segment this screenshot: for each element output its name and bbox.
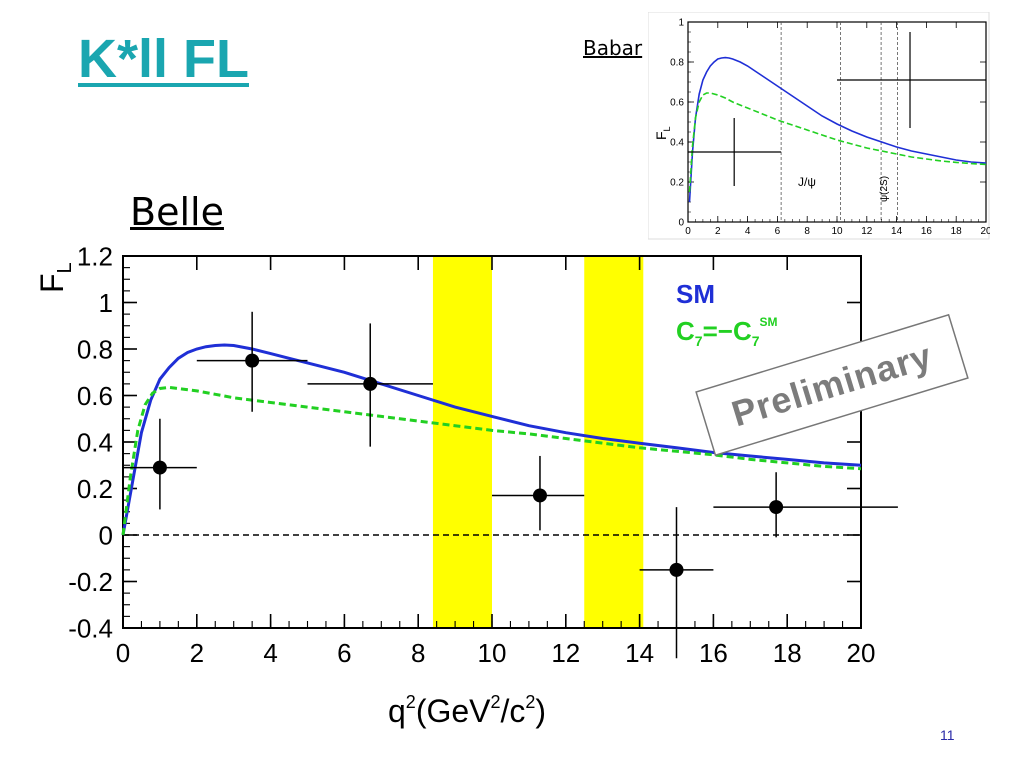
- page-number: 11: [940, 727, 955, 743]
- belle-label: Belle: [130, 190, 224, 234]
- babar-series-sm: [688, 56, 987, 203]
- babar-background: [648, 12, 990, 240]
- babar-chart: 0 2 4 6 8 10 12 14 16 18 20 0 0.2 0.4 0.6 0.8 1 FL J/ψ ψ…: [648, 12, 990, 240]
- belle-xtick-label: 6: [337, 638, 351, 668]
- babar-xtick-label: 10: [831, 226, 843, 237]
- jpsi-label: J/ψ: [798, 175, 816, 189]
- belle-xtick-label: 4: [263, 638, 277, 668]
- belle-ytick-label: 0.4: [77, 427, 113, 457]
- belle-xtick-label: 8: [411, 638, 425, 668]
- babar-ytick-label: 0.4: [670, 138, 684, 149]
- babar-ytick-label: 0: [678, 218, 684, 229]
- belle-xtick-label: 20: [847, 638, 876, 668]
- belle-ytick-label: -0.4: [68, 613, 113, 643]
- belle-xtick-label: 10: [478, 638, 507, 668]
- belle-ytick-label: 0: [99, 520, 113, 550]
- babar-ytick-label: 0.8: [670, 58, 684, 69]
- babar-series-c7-flipped: [688, 92, 987, 193]
- babar-xtick-label: 18: [951, 226, 963, 237]
- belle-marker: [152, 460, 167, 475]
- babar-xtick-label: 16: [921, 226, 933, 237]
- belle-xtick-label: 16: [699, 638, 728, 668]
- belle-data-point: [713, 472, 898, 538]
- belle-xtick-label: 18: [773, 638, 802, 668]
- belle-ytick-label: 0.2: [77, 474, 113, 504]
- belle-veto-band: [432, 256, 492, 628]
- belle-marker: [532, 488, 547, 503]
- babar-ylabel: FL: [653, 126, 672, 140]
- belle-ytick-label: 0.6: [77, 381, 113, 411]
- babar-xtick-label: 0: [685, 226, 691, 237]
- belle-data-point: [123, 418, 197, 510]
- belle-xlabel: q2(GeV2/c2): [388, 692, 546, 729]
- belle-xtick-label: 0: [116, 638, 130, 668]
- babar-xtick-label: 6: [775, 226, 781, 237]
- babar-xtick-label: 12: [861, 226, 873, 237]
- belle-data-point: [492, 455, 585, 531]
- belle-marker: [245, 353, 260, 368]
- belle-ytick-label: 1: [99, 288, 113, 318]
- belle-ytick-label: 0.8: [77, 334, 113, 364]
- babar-xtick-label: 4: [745, 226, 751, 237]
- babar-ytick-label: 1: [678, 18, 684, 29]
- psi2s-label: ψ(2S): [879, 176, 890, 202]
- belle-marker: [669, 562, 684, 577]
- babar-xtick-label: 20: [980, 226, 990, 237]
- babar-ytick-label: 0.2: [670, 178, 684, 189]
- babar-data-point: [688, 118, 782, 186]
- legend-sm: SM: [676, 279, 715, 309]
- belle-xtick-label: 14: [625, 638, 654, 668]
- belle-ytick-label: -0.2: [68, 567, 113, 597]
- belle-xtick-label: 2: [190, 638, 204, 668]
- belle-ytick-label: 1.2: [77, 241, 113, 271]
- belle-data-point: [639, 507, 714, 659]
- belle-ylabel: FL: [34, 262, 76, 293]
- belle-xtick-label: 12: [551, 638, 580, 668]
- babar-ytick-label: 0.6: [670, 98, 684, 109]
- belle-series-c7-flipped: [121, 385, 862, 536]
- legend-c7: C7=−C7SM: [676, 315, 778, 349]
- babar-label: Babar: [583, 36, 643, 60]
- belle-data-point: [307, 323, 433, 447]
- belle-data-point: [196, 311, 308, 412]
- babar-xtick-label: 2: [715, 226, 721, 237]
- belle-marker: [363, 376, 378, 391]
- slide-title: K*ll FL: [78, 29, 249, 89]
- babar-data-point: [837, 32, 986, 128]
- babar-xtick-label: 14: [891, 226, 903, 237]
- belle-marker: [769, 500, 784, 515]
- babar-xtick-label: 8: [804, 226, 810, 237]
